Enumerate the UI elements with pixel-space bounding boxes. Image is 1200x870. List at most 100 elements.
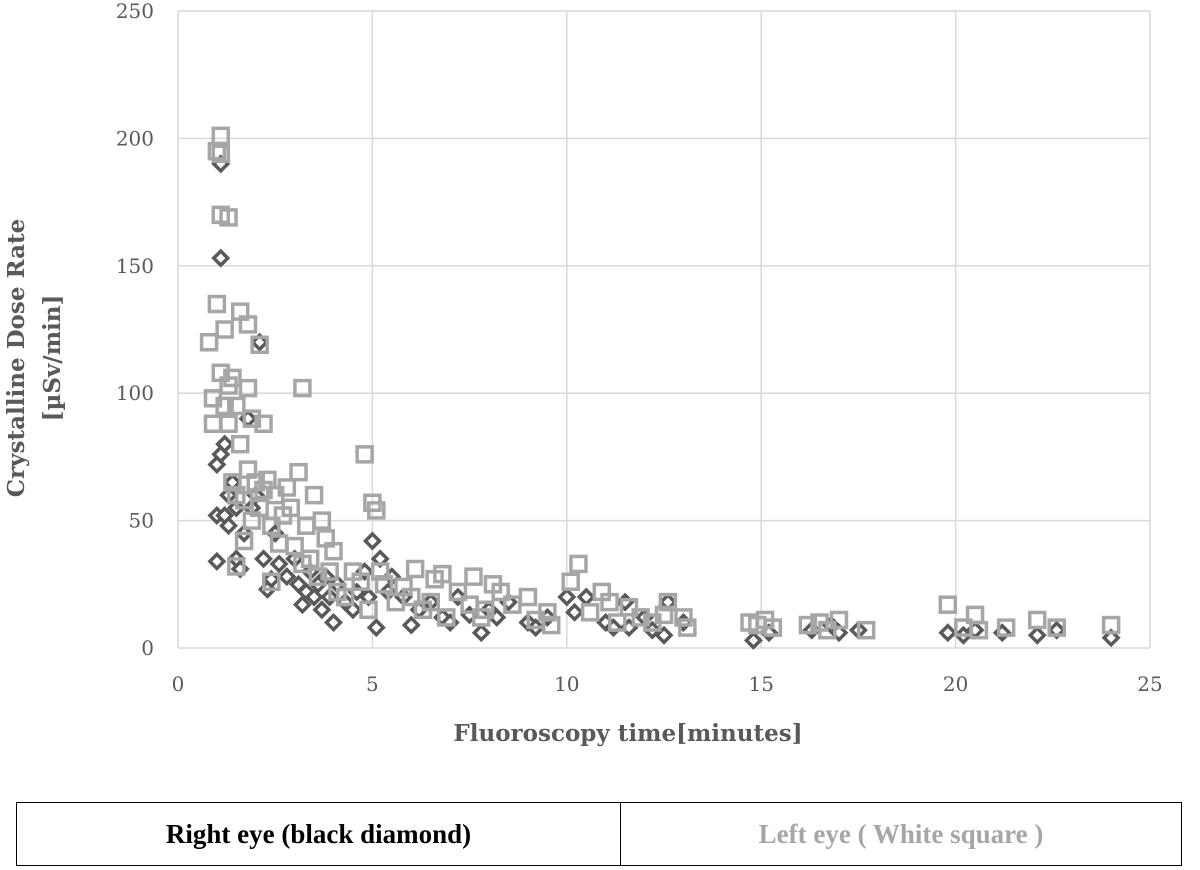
x-axis-ticks: 0 5 10 15 20 25 [172,672,1163,696]
right-eye-point [576,587,596,607]
left-eye-point [351,572,370,592]
left-eye-point [674,608,693,627]
left-eye-point [207,294,227,314]
left-eye-point [250,498,269,518]
left-eye-point [223,473,242,492]
right-eye-point [401,615,421,635]
left-eye-point [969,620,989,640]
y-tick-label: 250 [116,0,154,23]
left-eye-point [619,597,639,617]
x-axis-title: Fluoroscopy time[minutes] [453,720,802,747]
left-eye-point [238,315,258,334]
left-eye-point [763,618,783,637]
left-eye-point [421,592,440,612]
left-eye-point [856,620,876,640]
left-eye-point [518,587,538,607]
left-eye-point [215,320,234,339]
legend-left-eye: Left eye ( White square ) [758,818,1044,849]
y-tick-label: 150 [116,254,154,278]
left-eye-point [234,531,254,551]
x-tick-label: 20 [943,672,968,696]
left-eye-point [300,549,320,569]
left-eye-point [289,462,308,482]
left-eye-point [608,613,627,632]
right-eye-point [292,595,312,615]
right-eye-point [743,630,763,650]
left-eye-point [211,126,231,146]
left-eye-point [219,208,238,227]
scatter-chart: 0 50 100 150 200 250 0 5 10 15 20 25 Fluoroscopy t… [3,0,1163,747]
left-eye-point [448,582,468,602]
right-eye-point [471,623,491,643]
right-eye-point [215,434,235,454]
left-eye-point [308,567,328,586]
left-eye-point [335,587,355,607]
left-eye-point [1101,615,1121,635]
left-eye-point [312,511,332,530]
y-tick-label: 50 [129,509,154,533]
grid-lines [177,10,1151,649]
right-eye-point [362,531,382,551]
left-eye-point [600,592,619,612]
y-tick-label: 200 [116,126,154,150]
left-eye-point [1027,610,1047,630]
right-eye-point [207,551,227,571]
left-eye-point [631,608,650,627]
x-tick-label: 0 [172,672,185,696]
y-tick-label: 100 [116,381,154,405]
left-eye-point [402,587,421,607]
left-eye-point [437,608,456,627]
left-eye-point [199,332,219,352]
left-eye-point [370,562,390,581]
left-eye-point [818,620,837,640]
left-eye-point [203,414,223,434]
right-eye-point [269,554,289,574]
left-eye-point [223,368,242,388]
left-eye-point [215,396,234,416]
legend-right-eye: Right eye (black diamond) [17,803,621,865]
y-tick-label: 0 [141,636,154,660]
left-eye-point [281,498,301,518]
series-left-eye [199,126,1121,640]
left-eye-point [798,615,818,635]
x-tick-label: 15 [748,672,773,696]
left-eye-point [227,557,246,576]
right-eye-point [312,600,332,620]
left-eye-point [938,595,958,614]
x-tick-label: 5 [366,672,379,696]
right-eye-point [557,587,577,607]
left-eye-point [1047,618,1066,637]
left-eye-point [359,600,378,620]
right-eye-point [565,602,585,622]
left-eye-point [254,414,273,434]
y-axis-title-line2: [µSv/min] [39,295,66,422]
right-eye-point [324,613,343,632]
left-eye-point [561,572,580,592]
y-axis-title-line1: Crystalline Dose Rate [3,219,30,498]
left-eye-point [219,414,238,434]
left-eye-point [262,516,281,535]
y-axis-title: Crystalline Dose Rate [µSv/min] [3,219,66,498]
right-eye-point [304,587,324,607]
left-eye-point [996,618,1016,637]
right-eye-point [277,567,297,587]
left-eye-point [285,536,304,556]
left-eye-point [230,434,250,454]
left-eye-point [541,615,561,635]
right-eye-point [211,248,231,268]
left-eye-point [374,575,394,594]
left-eye-point [491,582,510,602]
left-eye-point [569,554,588,574]
legend: Right eye (black diamond) Left eye ( Whi… [16,802,1182,866]
left-eye-point [238,378,258,398]
x-tick-label: 10 [554,672,579,696]
left-eye-point [254,480,273,500]
left-eye-point [277,478,297,497]
left-eye-point [464,567,483,586]
left-eye-point [355,445,374,464]
left-eye-point [262,572,281,592]
x-tick-label: 25 [1137,672,1162,696]
left-eye-point [475,600,495,620]
left-eye-point [433,564,452,584]
left-eye-point [829,610,849,630]
